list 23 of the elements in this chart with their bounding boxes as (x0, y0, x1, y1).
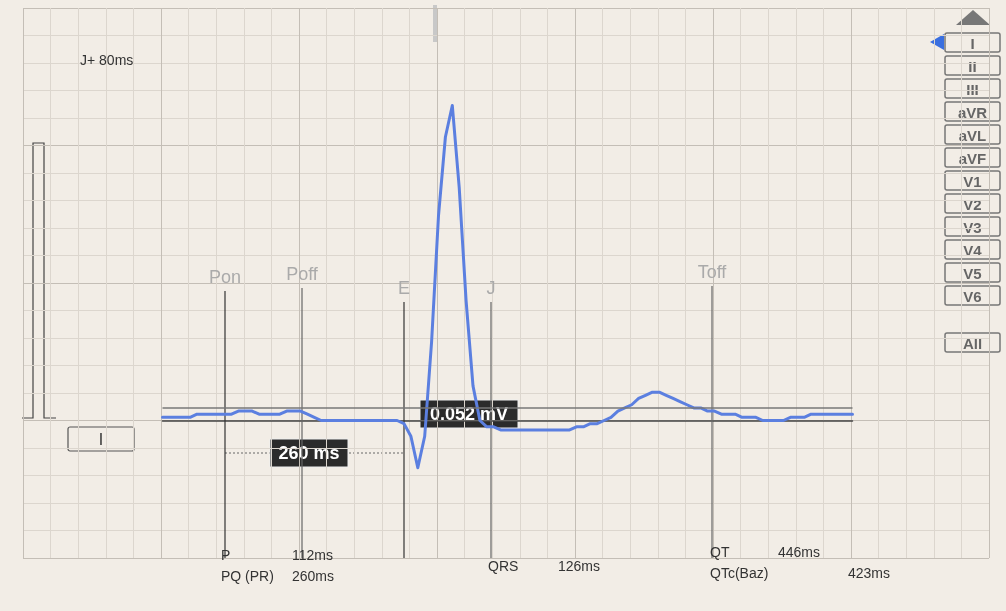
text: PQ (PR) (221, 568, 274, 584)
text: I (98, 430, 104, 448)
text: QRS (488, 558, 519, 574)
annotation: Poff (286, 264, 319, 284)
text: V6 (963, 287, 982, 305)
text: aVR (957, 103, 988, 121)
annotation: Pon (208, 267, 242, 287)
text: P (221, 547, 231, 563)
text: 446ms (778, 544, 821, 560)
text: 126ms (558, 558, 601, 574)
annotation: Toff (697, 262, 728, 282)
text: 260ms (292, 568, 335, 584)
annotation: E (397, 278, 411, 298)
annotation: J (486, 278, 496, 298)
text: V5 (963, 264, 982, 282)
text: 112ms (292, 547, 333, 563)
text: All (962, 334, 983, 352)
text: V1 (963, 172, 982, 190)
text: QTc(Baz) (710, 565, 769, 581)
text: 423ms (848, 565, 891, 581)
text: QT (710, 544, 730, 560)
text: J+ 80ms (80, 52, 134, 68)
text: I (970, 34, 975, 52)
